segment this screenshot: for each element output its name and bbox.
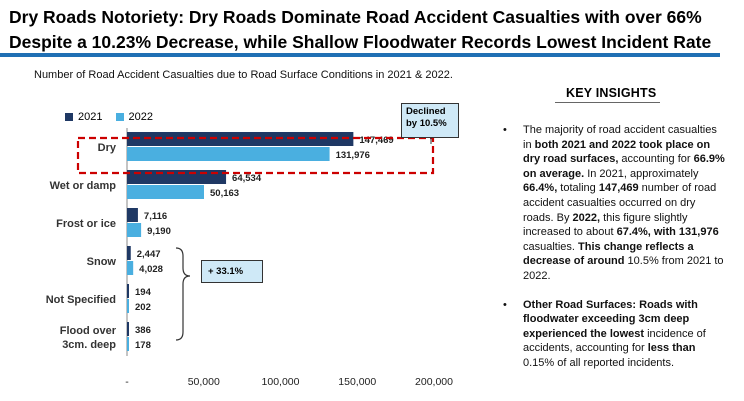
insight-text-1: The majority of road accident casualties… xyxy=(523,124,725,282)
insight-text-2: Other Road Surfaces: Roads with floodwat… xyxy=(523,299,706,369)
bar-2022 xyxy=(127,261,134,275)
category-label: Frost or ice xyxy=(56,218,116,230)
bar-2022 xyxy=(127,147,330,161)
legend-swatch-2022 xyxy=(115,113,124,121)
insight-run: 66.4%, xyxy=(523,182,558,195)
x-tick-label: - xyxy=(125,376,129,388)
insight-run: totaling xyxy=(557,182,599,195)
dry-callout-line-1: Declined xyxy=(406,106,446,117)
insight-run: 147,469 xyxy=(598,182,639,195)
other-callout-text: + 33.1% xyxy=(208,266,244,277)
insight-run: less than xyxy=(647,342,696,355)
data-label: 194 xyxy=(135,287,152,298)
legend-label-2021: 2021 xyxy=(78,111,103,123)
insight-run: incidence of accidents, accounting for xyxy=(523,327,706,355)
insight-item: • The majority of road accident casualti… xyxy=(503,123,725,284)
category-label: Not Specified xyxy=(46,294,116,306)
insight-run: 2022, xyxy=(572,211,601,224)
dry-highlight-box xyxy=(76,136,435,175)
insight-run: number of road accident casualties occur… xyxy=(523,182,717,224)
legend-label-2022: 2022 xyxy=(128,111,154,123)
category-label: Wet or damp xyxy=(50,180,117,192)
category-label: 3cm. deep xyxy=(62,339,116,351)
insight-run: both 2021 and 2022 took place on dry roa… xyxy=(523,138,711,166)
category-label: Snow xyxy=(87,256,117,268)
insight-run: 10.5% from 2021 to 2022. xyxy=(523,255,724,282)
bar-2021 xyxy=(127,132,354,146)
category-label: Dry xyxy=(98,142,117,154)
other-roads-bracket xyxy=(175,247,191,341)
bar-2021 xyxy=(127,322,129,336)
bar-2022 xyxy=(127,337,129,351)
insights-heading-underline xyxy=(555,102,660,103)
bar-2022 xyxy=(127,223,142,237)
x-tick-label: 100,000 xyxy=(262,376,300,388)
category-label: Flood over xyxy=(60,325,117,337)
data-label: 386 xyxy=(135,325,151,336)
insight-run: accounting for xyxy=(618,153,694,166)
bar-2022 xyxy=(127,185,205,199)
bar-2021 xyxy=(127,246,131,260)
x-tick-label: 200,000 xyxy=(415,376,453,388)
title-line-2: Despite a 10.23% Decrease, while Shallow… xyxy=(9,32,712,52)
x-tick-label: 50,000 xyxy=(188,376,220,388)
insight-run: 66.9% on average. xyxy=(523,153,725,180)
legend-item-2022: 2022 xyxy=(115,111,154,123)
title-line-1: Dry Roads Notoriety: Dry Roads Dominate … xyxy=(9,7,702,27)
bar-2021 xyxy=(127,284,129,298)
insight-run: 0.15% of all reported incidents. xyxy=(523,356,675,369)
insight-item: • Other Road Surfaces: Roads with floodw… xyxy=(503,298,725,371)
insight-run: casualties. xyxy=(523,240,579,253)
insight-run: 67.4%, with 131,976 xyxy=(616,226,719,239)
chart-title: Number of Road Accident Casualties due t… xyxy=(34,69,453,81)
page-title: Dry Roads Notoriety: Dry Roads Dominate … xyxy=(9,5,734,55)
data-label: 178 xyxy=(135,340,151,351)
title-underline xyxy=(0,53,720,57)
insights-list: • The majority of road accident casualti… xyxy=(503,123,725,385)
insight-run: The majority of road accident casualties… xyxy=(523,124,717,151)
data-label: 4,028 xyxy=(139,264,163,275)
bar-2021 xyxy=(127,208,138,222)
dry-callout-line-2: by 10.5% xyxy=(406,118,447,129)
other-increase-callout: + 33.1% xyxy=(201,260,263,283)
legend-item-2021: 2021 xyxy=(65,111,102,123)
insight-run: In 2021, approximately xyxy=(584,167,699,180)
data-label: 7,116 xyxy=(144,211,167,222)
chart-legend: 2021 2022 xyxy=(65,111,163,124)
insight-run: This change reflects a decrease of aroun… xyxy=(523,240,694,268)
data-label: 9,190 xyxy=(147,226,171,237)
data-label: 50,163 xyxy=(210,188,239,199)
insights-heading: KEY INSIGHTS xyxy=(566,86,657,100)
bar-2022 xyxy=(127,299,129,313)
legend-swatch-2021 xyxy=(65,113,73,121)
insight-run: this figure slightly increased to about xyxy=(523,211,688,239)
data-label: 64,534 xyxy=(232,173,262,184)
data-label: 131,976 xyxy=(336,150,370,161)
dry-decline-callout: Declined by 10.5% xyxy=(401,103,459,138)
data-label: 202 xyxy=(135,302,151,313)
x-tick-label: 150,000 xyxy=(338,376,376,388)
insight-run: Other Road Surfaces: Roads with floodwat… xyxy=(523,298,698,340)
data-label: 147,469 xyxy=(359,135,393,146)
bullet-icon: • xyxy=(503,298,507,311)
data-label: 2,447 xyxy=(137,249,161,260)
bullet-icon: • xyxy=(503,124,507,136)
